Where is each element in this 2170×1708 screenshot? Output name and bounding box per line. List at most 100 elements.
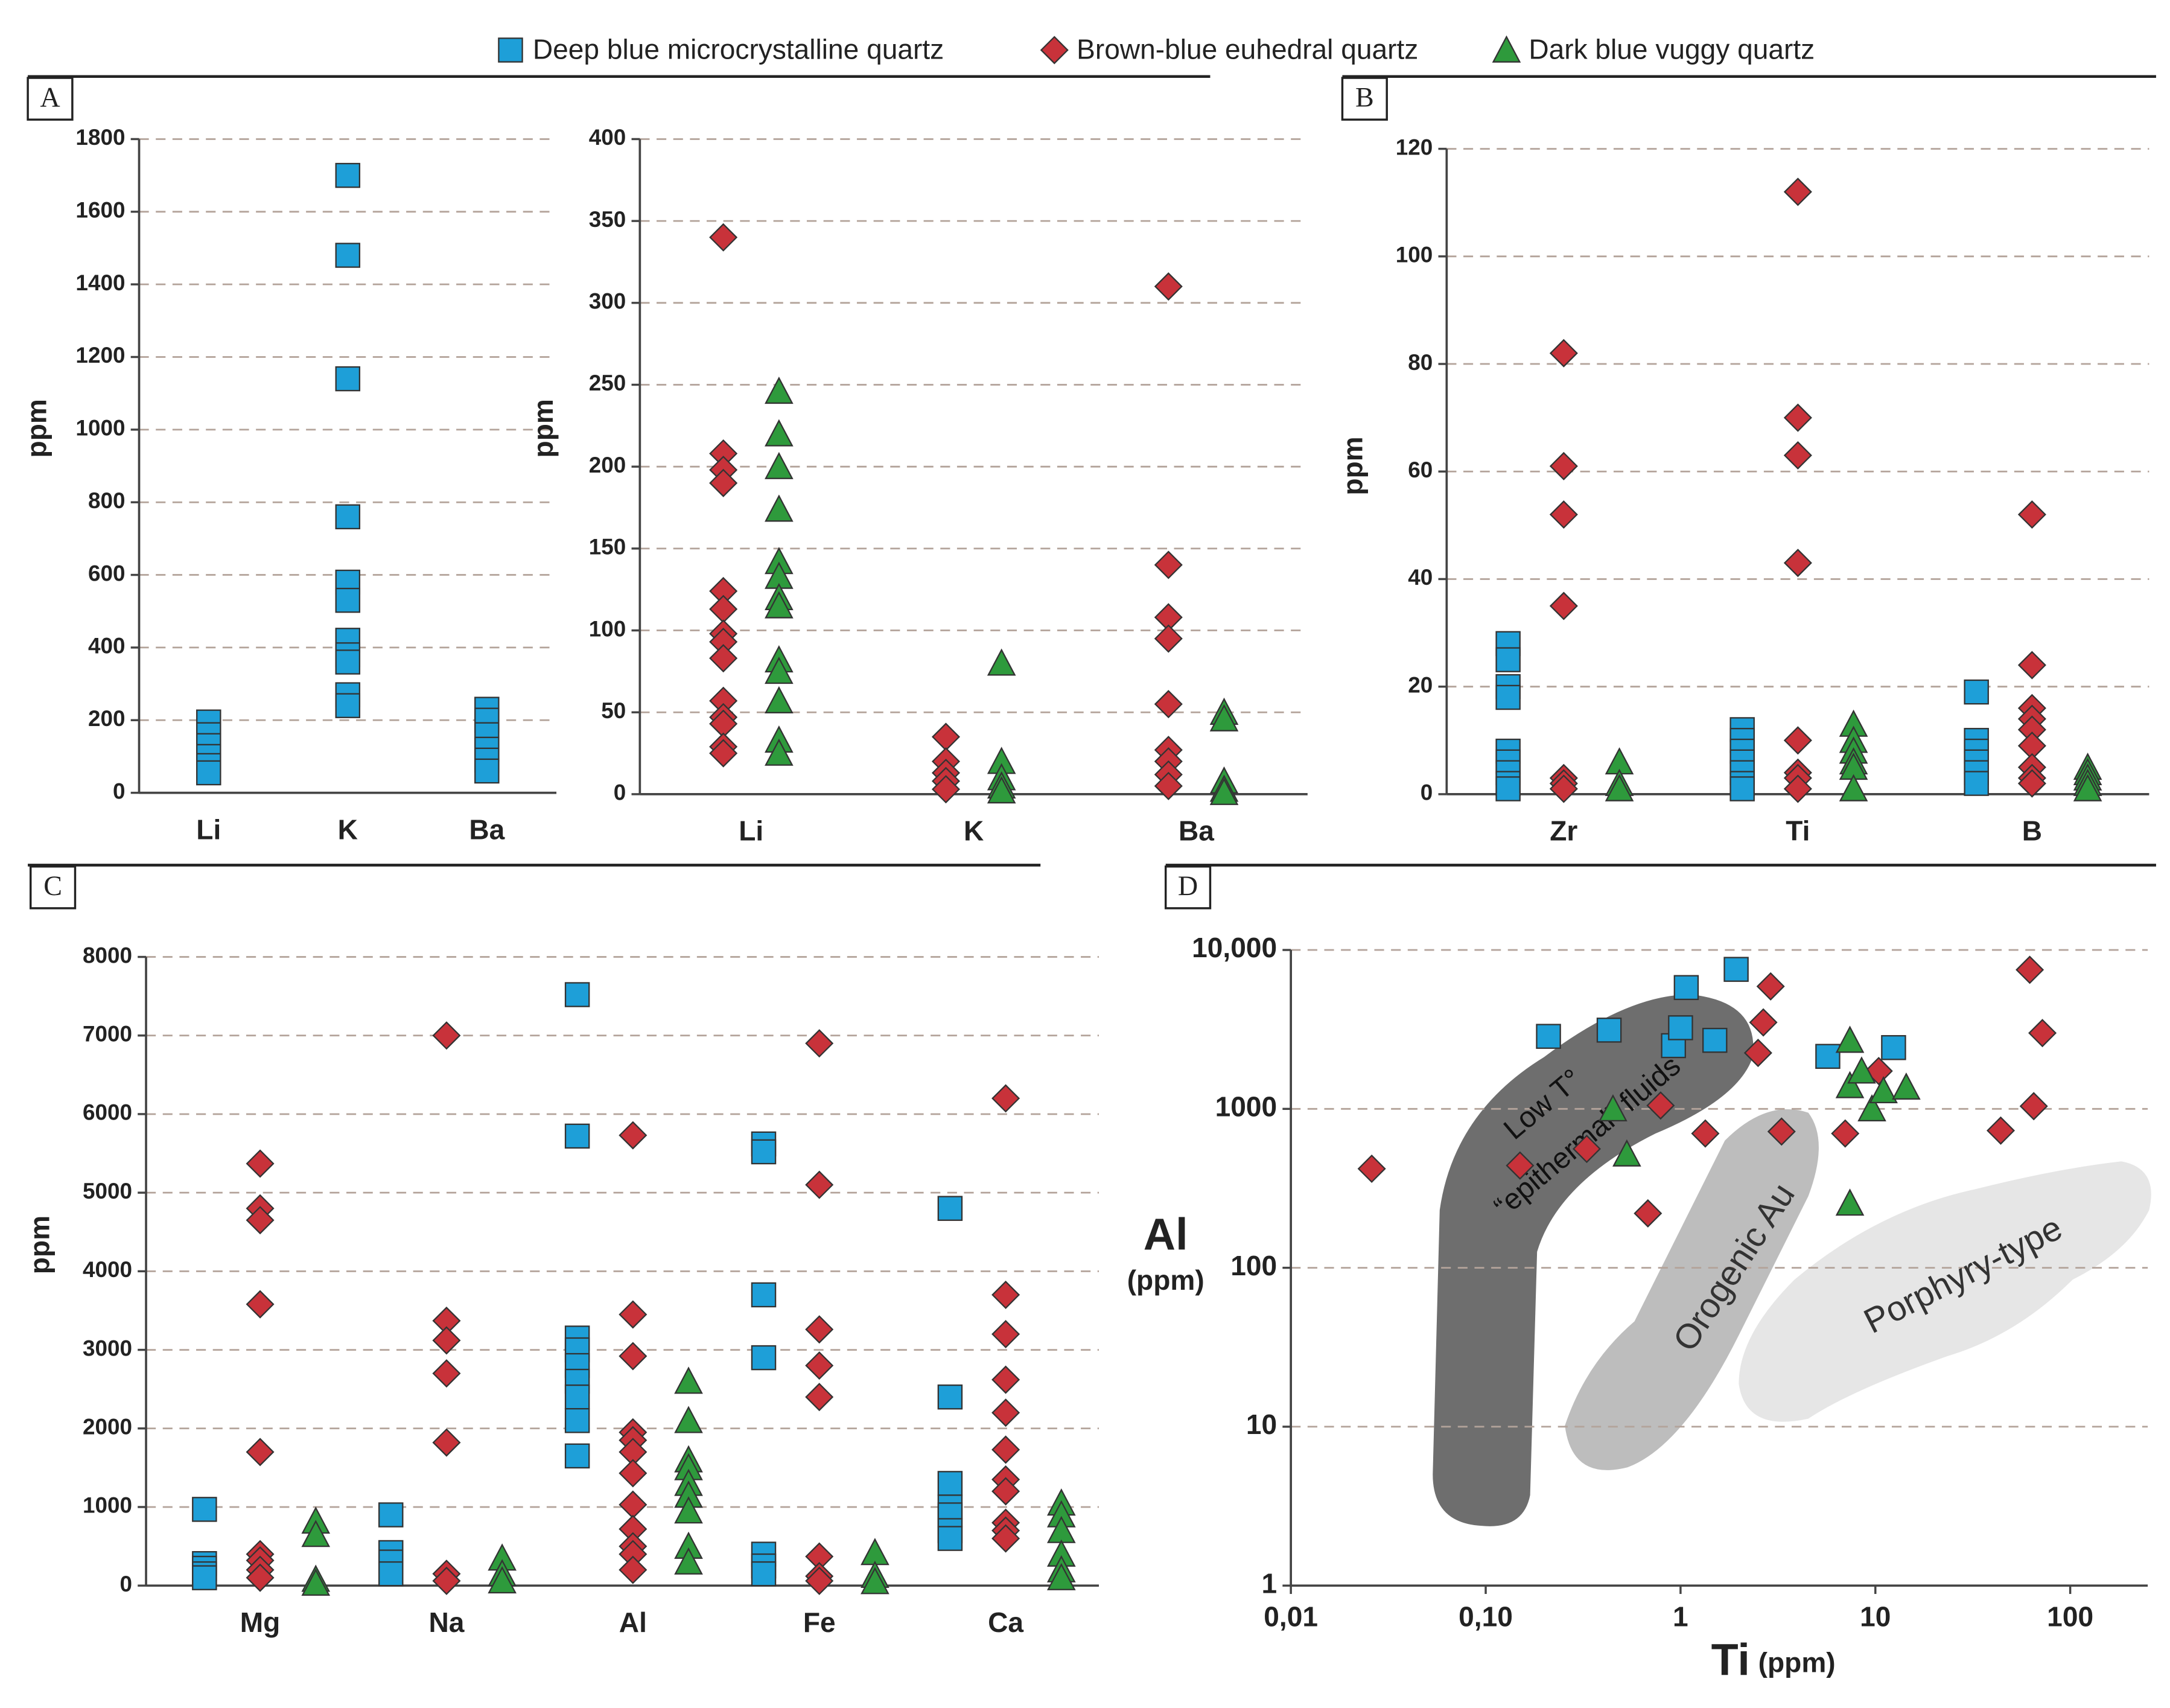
data-point <box>1605 774 1634 801</box>
data-point <box>192 1565 217 1590</box>
x-tick-label: B <box>2022 815 2042 847</box>
data-point <box>564 1384 590 1410</box>
data-point <box>1549 774 1578 803</box>
data-point <box>619 1459 648 1488</box>
data-point <box>765 376 794 404</box>
data-point <box>474 758 500 784</box>
data-point <box>619 1555 648 1584</box>
x-tick-label: Fe <box>803 1607 836 1638</box>
data-point <box>564 1443 590 1469</box>
orogenic-region <box>1565 1109 1819 1470</box>
y-tick-label: 0 <box>113 779 126 803</box>
data-point <box>709 594 738 623</box>
data-point <box>805 1566 834 1595</box>
y-tick-label: 6000 <box>83 1100 132 1125</box>
data-point <box>1847 1056 1876 1084</box>
data-point <box>1154 272 1183 301</box>
data-point <box>1815 1044 1841 1069</box>
data-point <box>991 1477 1020 1506</box>
data-point <box>1549 500 1578 529</box>
y-tick-label: 200 <box>589 453 626 477</box>
data-point <box>765 657 794 684</box>
data-point <box>432 1566 461 1595</box>
data-point <box>931 775 961 804</box>
data-point <box>301 1568 331 1596</box>
data-point <box>301 1520 331 1547</box>
data-point <box>2028 1019 2057 1048</box>
data-point <box>2073 774 2102 801</box>
data-point <box>861 1567 889 1595</box>
x-tick-label: Al <box>619 1607 647 1638</box>
data-point <box>1646 1091 1675 1120</box>
data-point <box>1599 1094 1628 1122</box>
data-point <box>1831 1119 1860 1148</box>
data-point <box>1881 1035 1906 1060</box>
data-point <box>1783 726 1812 755</box>
data-point <box>1549 339 1578 368</box>
epithermal-region <box>1433 994 1754 1526</box>
data-point <box>1869 1075 1898 1104</box>
legend-label: Deep blue microcrystalline quartz <box>533 33 944 65</box>
data-point <box>805 1351 834 1380</box>
data-point <box>1964 679 1989 705</box>
data-point <box>765 419 794 447</box>
data-point <box>1691 1119 1720 1148</box>
panel-label: A <box>40 82 60 113</box>
data-point <box>335 587 361 613</box>
data-point <box>991 1320 1020 1349</box>
data-point <box>1612 1139 1641 1167</box>
x-tick-label: Li <box>739 815 763 847</box>
data-point <box>1767 1117 1796 1146</box>
data-point <box>192 1497 217 1522</box>
data-point <box>1743 1039 1772 1068</box>
data-point <box>709 739 738 768</box>
data-point <box>1839 774 1868 801</box>
data-point <box>1783 441 1812 470</box>
data-point <box>1835 1188 1865 1216</box>
data-point <box>1892 1072 1921 1100</box>
y-tick-label: 1200 <box>75 343 125 368</box>
data-point <box>432 1326 461 1355</box>
x-tick-label: 100 <box>2047 1601 2093 1633</box>
data-point <box>1783 403 1812 432</box>
y-tick-label: 7000 <box>83 1021 132 1046</box>
x-tick-label: Ti <box>1786 815 1810 847</box>
data-point <box>1964 771 1989 796</box>
data-point <box>1506 1151 1535 1180</box>
y-axis-label: ppm <box>527 399 559 457</box>
data-point <box>991 1365 1020 1394</box>
data-point <box>674 1496 703 1524</box>
data-point <box>991 1524 1020 1553</box>
y-tick-label: 2000 <box>83 1415 132 1439</box>
data-point <box>1154 690 1183 719</box>
y-tick-label: 8000 <box>83 943 132 967</box>
data-point <box>619 1342 648 1371</box>
y-tick-label: 40 <box>1408 565 1433 590</box>
y-tick-label: 1000 <box>1215 1091 1278 1122</box>
data-point <box>432 1428 461 1457</box>
y-tick-label: 200 <box>88 706 126 731</box>
y-tick-label: 0 <box>119 1572 132 1596</box>
panel-label: C <box>43 870 62 901</box>
legend-label: Brown-blue euhedral quartz <box>1077 33 1418 65</box>
y-axis-label: ppm <box>1337 436 1368 495</box>
data-point <box>1835 1025 1865 1053</box>
data-point <box>709 468 738 497</box>
data-point <box>709 223 738 252</box>
data-point <box>861 1538 889 1566</box>
data-point <box>991 1435 1020 1464</box>
data-point <box>674 1547 703 1575</box>
panel-label: B <box>1355 82 1374 113</box>
data-point <box>937 1471 963 1496</box>
data-point <box>751 1561 777 1587</box>
data-point <box>1154 771 1183 800</box>
y-tick-label: 10,000 <box>1192 932 1277 963</box>
panel-box <box>27 77 74 121</box>
data-point <box>1495 647 1521 672</box>
data-point <box>1596 1018 1622 1043</box>
y-tick-label: 100 <box>1396 243 1433 267</box>
x-tick-label: 1 <box>1673 1601 1688 1633</box>
data-point <box>991 1398 1020 1427</box>
panel-box <box>29 865 77 910</box>
